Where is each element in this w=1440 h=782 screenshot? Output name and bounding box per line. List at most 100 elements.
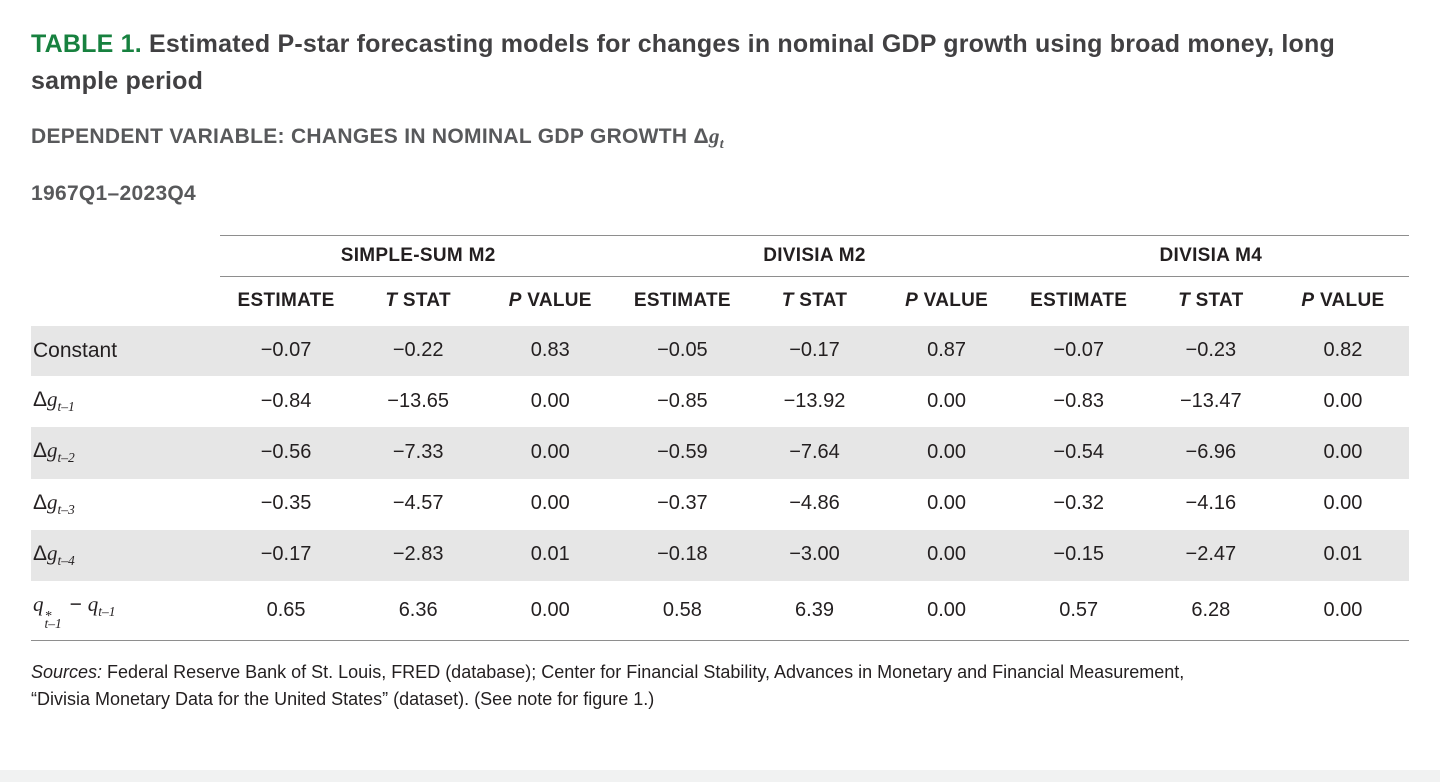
results-table: SIMPLE-SUM M2 DIVISIA M2 DIVISIA M4 ESTI… xyxy=(31,235,1409,642)
delta-glyph: Δ xyxy=(33,388,48,412)
header-text: ESTIMATE xyxy=(1030,290,1128,312)
sub-header-row: ESTIMATE T STAT P VALUE ESTIMATE T STAT … xyxy=(31,277,1409,327)
row-label: Δgt–1 xyxy=(31,376,220,427)
col-header-estimate: ESTIMATE xyxy=(220,277,352,327)
header-text: ESTIMATE xyxy=(237,290,335,312)
table-cell: −0.54 xyxy=(1053,440,1105,463)
table-cell: −0.07 xyxy=(1053,339,1105,362)
variable-g: g xyxy=(47,540,58,565)
delta-glyph: Δ xyxy=(693,125,709,148)
subscript: t–1 xyxy=(44,615,62,631)
col-header-pvalue: P VALUE xyxy=(484,277,616,327)
corner-cell xyxy=(31,236,220,277)
header-text: STAT xyxy=(397,290,451,312)
table-cell: −0.18 xyxy=(657,543,708,566)
table-cell: −0.84 xyxy=(260,389,312,412)
table-cell: 6.36 xyxy=(352,580,485,642)
table-header: SIMPLE-SUM M2 DIVISIA M2 DIVISIA M4 ESTI… xyxy=(31,235,1409,327)
corner-cell xyxy=(31,277,220,327)
sources-note: Sources: Federal Reserve Bank of St. Lou… xyxy=(31,659,1409,713)
table-cell: −2.83 xyxy=(392,543,444,566)
header-italic: T xyxy=(1178,290,1190,312)
table-cell: 6.39 xyxy=(748,580,881,642)
table-cell: 0.00 xyxy=(484,580,617,642)
table-body: Constant −0.07 −0.22 0.83 −0.05 −0.17 0.… xyxy=(31,326,1409,642)
col-header-tstat: T STAT xyxy=(352,277,484,327)
variable-g: g xyxy=(708,124,720,148)
table-cell: 0.01 xyxy=(530,543,570,566)
table-cell: −3.00 xyxy=(789,543,840,566)
table-cell: −4.57 xyxy=(392,492,444,515)
table-cell: −0.56 xyxy=(260,440,312,463)
table-cell: −0.07 xyxy=(260,339,312,362)
sources-line1-text: Federal Reserve Bank of St. Louis, FRED … xyxy=(102,662,1185,683)
table-cell: −4.86 xyxy=(789,492,840,515)
table-cell: −0.23 xyxy=(1185,339,1237,362)
table-cell: 0.00 xyxy=(927,389,967,412)
dependent-variable-line: DEPENDENT VARIABLE: CHANGES IN NOMINAL G… xyxy=(31,124,1409,157)
delta-glyph: Δ xyxy=(33,541,48,565)
table-cell: 0.00 xyxy=(880,580,1013,642)
header-italic: P xyxy=(1301,290,1315,312)
col-header-estimate: ESTIMATE xyxy=(1013,277,1145,327)
table-cell: −0.32 xyxy=(1053,492,1105,515)
table-cell: 0.00 xyxy=(530,389,570,412)
header-italic: P xyxy=(905,290,919,312)
table-cell: 0.87 xyxy=(927,339,967,362)
table-cell: −7.33 xyxy=(392,440,444,463)
table-cell: −13.92 xyxy=(783,389,846,412)
table-cell: 0.65 xyxy=(220,580,353,642)
table-cell: −0.37 xyxy=(657,492,708,515)
table-cell: 0.01 xyxy=(1323,543,1363,566)
table-cell: −6.96 xyxy=(1185,440,1237,463)
table-cell: −0.85 xyxy=(657,389,708,412)
table-title-text: Estimated P-star forecasting models for … xyxy=(31,30,1335,95)
superscript-star: * xyxy=(44,608,52,624)
subscript: t–4 xyxy=(57,552,75,568)
table-cell: 0.58 xyxy=(616,580,749,642)
group-header-row: SIMPLE-SUM M2 DIVISIA M2 DIVISIA M4 xyxy=(31,235,1409,278)
table-cell: −0.05 xyxy=(657,339,708,362)
variable-q: q xyxy=(33,591,44,616)
table-cell: 0.00 xyxy=(927,492,967,515)
group-header-divisia-m2: DIVISIA M2 xyxy=(616,235,1013,278)
table-cell: 0.00 xyxy=(1323,389,1363,412)
variable-q: q xyxy=(87,591,99,616)
sample-period: 1967Q1–2023Q4 xyxy=(31,182,197,206)
subscript: t–3 xyxy=(57,501,75,517)
delta-g-symbol: Δgt xyxy=(693,124,724,152)
row-label: Δgt–3 xyxy=(31,479,220,530)
sup-sub-stack: * t–1 xyxy=(44,608,62,631)
table-cell: −7.64 xyxy=(789,440,840,463)
delta-glyph: Δ xyxy=(33,439,48,463)
header-text: STAT xyxy=(1189,290,1244,312)
table-cell: −0.59 xyxy=(657,440,708,463)
table-cell: −13.65 xyxy=(387,389,450,412)
table-row-constant: Constant −0.07 −0.22 0.83 −0.05 −0.17 0.… xyxy=(31,326,1409,377)
table-cell: −2.47 xyxy=(1185,543,1237,566)
header-text: STAT xyxy=(793,290,848,312)
table-cell: 0.57 xyxy=(1012,580,1145,642)
group-header-divisia-m4: DIVISIA M4 xyxy=(1012,235,1409,278)
table-row-delta-g-t2: Δgt–2 −0.56 −7.33 0.00 −0.59 −7.64 0.00 … xyxy=(31,427,1409,479)
variable-g: g xyxy=(47,438,58,463)
header-text: VALUE xyxy=(1314,290,1385,312)
table-cell: 0.00 xyxy=(1323,492,1363,515)
table-cell: 0.00 xyxy=(927,543,967,566)
header-text: VALUE xyxy=(521,290,592,312)
table-cell: −0.17 xyxy=(789,339,840,362)
table-cell: −0.15 xyxy=(1053,543,1105,566)
table-cell: −0.22 xyxy=(392,339,444,362)
group-header-simple-sum-m2: SIMPLE-SUM M2 xyxy=(220,235,617,278)
col-header-tstat: T STAT xyxy=(748,277,880,327)
subscript-t: t xyxy=(719,137,724,153)
col-header-estimate: ESTIMATE xyxy=(616,277,748,327)
variable-g: g xyxy=(47,387,58,412)
table-cell: 0.82 xyxy=(1323,339,1363,362)
table-row-delta-g-t3: Δgt–3 −0.35 −4.57 0.00 −0.37 −4.86 0.00 … xyxy=(31,479,1409,530)
page-bottom-edge xyxy=(0,770,1440,782)
subscript: t–1 xyxy=(57,399,75,415)
row-label-text: Constant xyxy=(33,338,118,362)
col-header-tstat: T STAT xyxy=(1145,277,1277,327)
table-cell: 0.00 xyxy=(927,440,967,463)
